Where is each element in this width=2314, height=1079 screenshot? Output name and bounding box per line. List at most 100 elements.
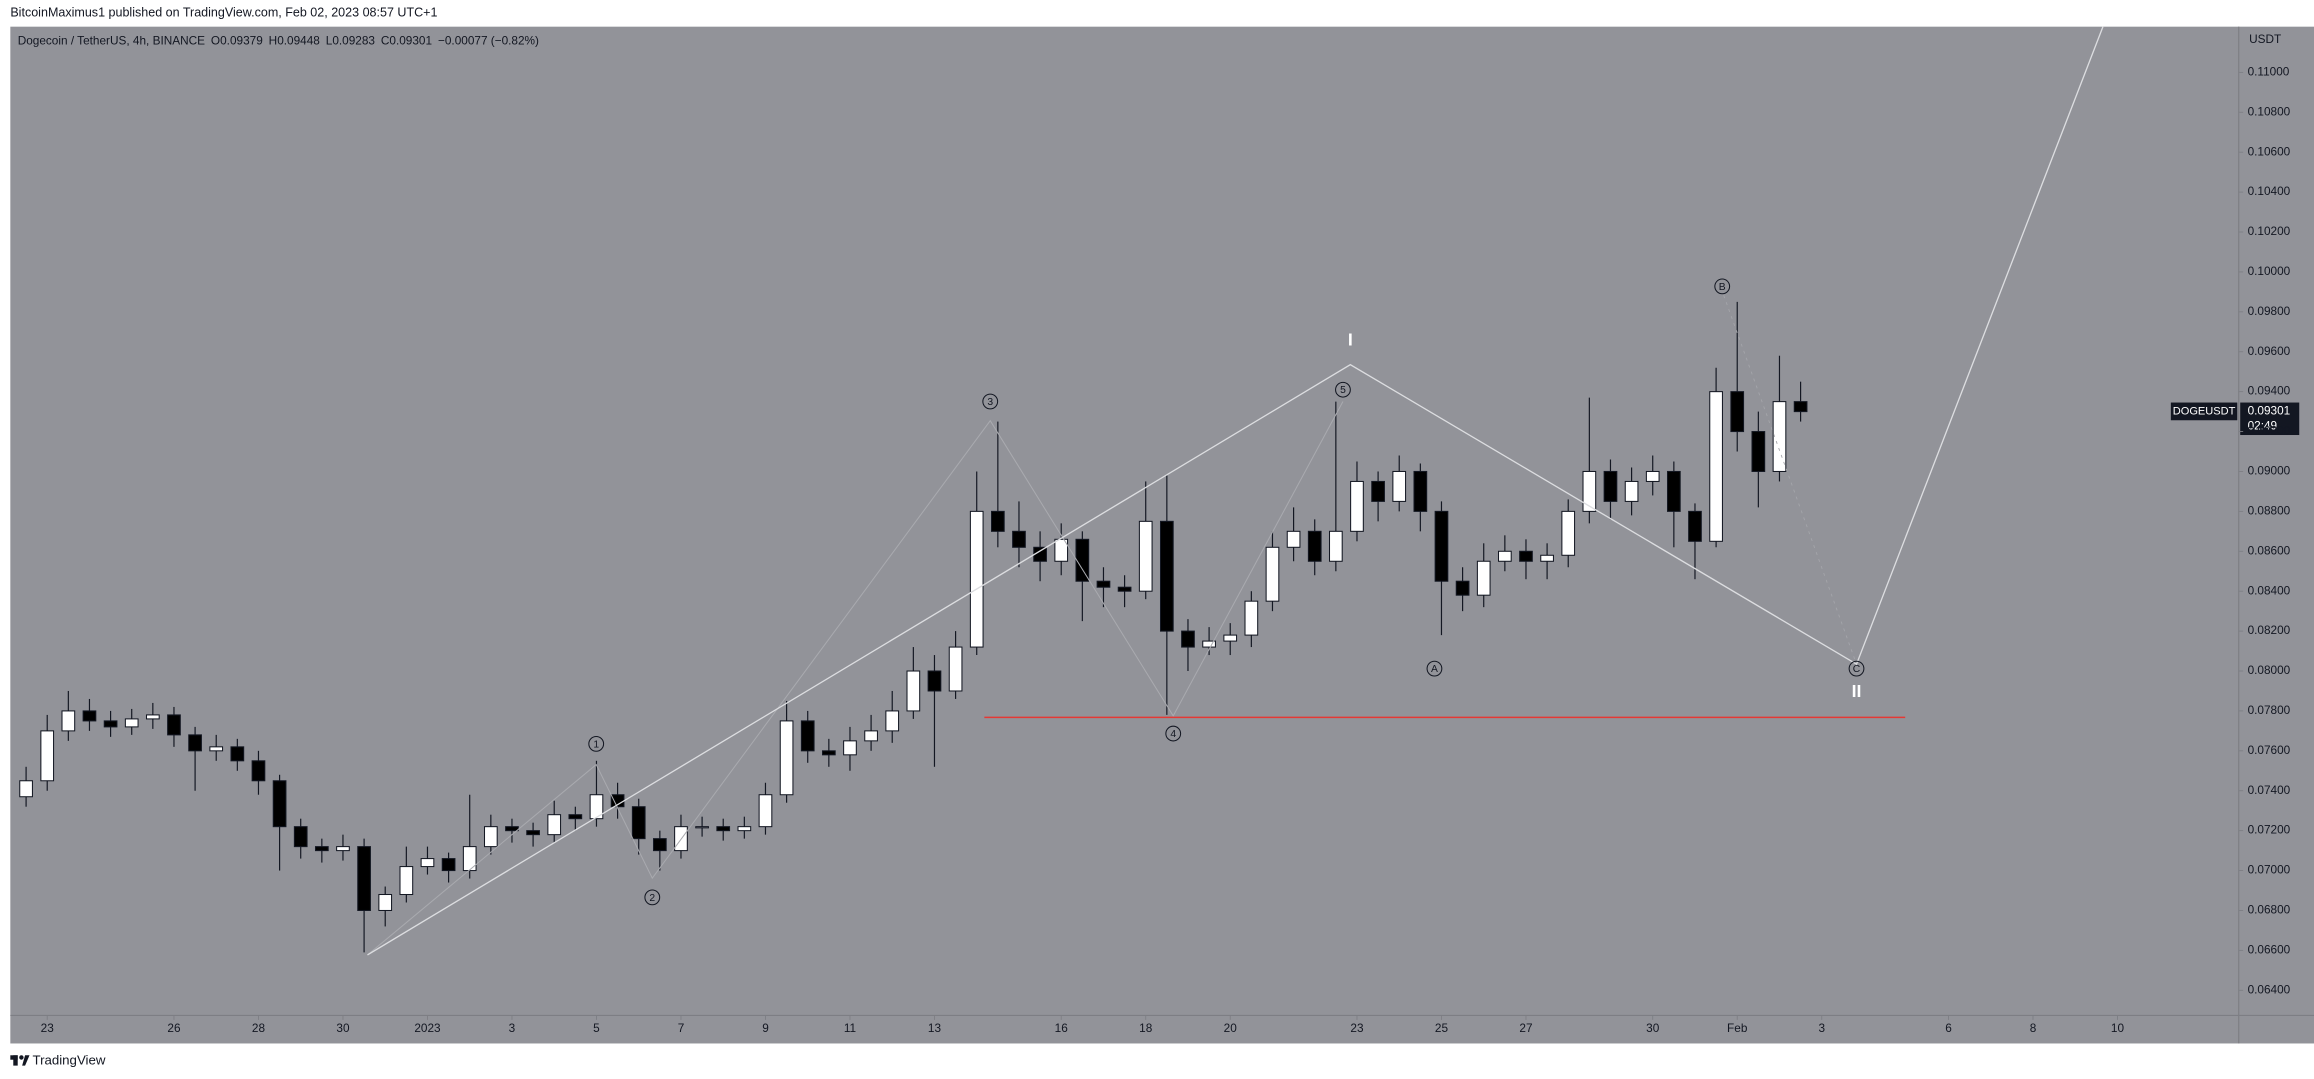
y-tick-label: 0.08600 xyxy=(2248,543,2291,557)
symbol-tag: DOGEUSDT xyxy=(2173,405,2236,417)
candle-body xyxy=(568,814,583,820)
wave-label-text: 2 xyxy=(649,893,655,904)
x-tick-label: 13 xyxy=(928,1021,942,1035)
y-tick-label: 0.07600 xyxy=(2248,743,2291,757)
candle-body xyxy=(40,730,55,782)
candle-body xyxy=(188,734,202,752)
candle-body xyxy=(631,806,646,840)
candle-body xyxy=(1075,538,1090,582)
candle-body xyxy=(906,670,921,712)
candle-body xyxy=(103,720,118,728)
wave-label-text: 1 xyxy=(593,739,599,750)
candle-body xyxy=(1645,470,1660,482)
candle-body xyxy=(1603,470,1618,502)
y-tick-label: 0.06600 xyxy=(2248,942,2291,956)
candle-body xyxy=(1181,630,1195,648)
y-tick-label: 0.07800 xyxy=(2248,703,2291,717)
legend-item: 0.09301 xyxy=(389,34,432,48)
candle-body xyxy=(1244,600,1259,636)
x-tick-label: Feb xyxy=(1727,1021,1748,1035)
y-tick-label: 0.08000 xyxy=(2248,663,2291,677)
candle-body xyxy=(1371,480,1385,502)
candle-body xyxy=(652,838,667,852)
symbol-legend: Dogecoin / TetherUS, 4h, BINANCE O0.09379… xyxy=(18,34,539,48)
candle-body xyxy=(124,718,139,728)
brand-logo xyxy=(10,1055,30,1066)
candle-body xyxy=(209,746,224,752)
x-tick-label: 9 xyxy=(762,1021,769,1035)
candle-body xyxy=(547,814,562,836)
candle-body xyxy=(293,826,308,848)
candle-body xyxy=(1392,470,1407,502)
candle-body xyxy=(1138,520,1153,592)
y-tick-label: 0.10600 xyxy=(2248,144,2291,158)
candle-body xyxy=(230,746,245,762)
candle-body xyxy=(483,826,498,848)
x-tick-label: 16 xyxy=(1055,1021,1069,1035)
wave-label-text: 4 xyxy=(1170,729,1176,740)
x-tick-label: 23 xyxy=(1350,1021,1364,1035)
x-tick-label: 27 xyxy=(1519,1021,1532,1035)
y-tick-label: 0.09600 xyxy=(2248,344,2291,358)
candle-body xyxy=(1054,538,1069,562)
x-tick-label: 25 xyxy=(1435,1021,1449,1035)
candle-body xyxy=(1772,401,1787,472)
x-tick-label: 3 xyxy=(1818,1021,1825,1035)
wave-label-text: 3 xyxy=(987,397,993,408)
y-tick-label: 0.09400 xyxy=(2248,384,2291,398)
candle-body xyxy=(82,710,97,722)
x-tick-label: 10 xyxy=(2111,1021,2125,1035)
candle-body xyxy=(1413,470,1428,512)
x-tick-label: 3 xyxy=(509,1021,516,1035)
candle-body xyxy=(272,780,287,828)
y-tick-label: 0.10000 xyxy=(2248,264,2291,278)
major-wave-label: II xyxy=(1852,681,1862,701)
wave-lines xyxy=(367,26,2104,956)
wave-label-text: B xyxy=(1719,282,1726,293)
y-tick-label: 0.08200 xyxy=(2248,623,2291,637)
legend-item: 0.09283 xyxy=(332,34,375,48)
candle-body xyxy=(1793,401,1808,413)
candle-body xyxy=(378,893,393,911)
legend-item: H xyxy=(269,34,278,48)
candle-body xyxy=(716,826,731,832)
legend-item: Dogecoin / TetherUS, 4h, BINANCE xyxy=(18,34,205,48)
x-tick-label: 8 xyxy=(2030,1021,2037,1035)
x-tick-label: 7 xyxy=(678,1021,685,1035)
subwave-lines xyxy=(367,401,1344,956)
candle-body xyxy=(1096,580,1111,588)
x-tick-label: 28 xyxy=(252,1021,266,1035)
y-tick-label: 0.10200 xyxy=(2248,224,2291,238)
candle-body xyxy=(1286,530,1301,548)
x-tick-label: 30 xyxy=(1646,1021,1660,1035)
y-tick-label: 0.10800 xyxy=(2248,104,2291,118)
legend-item: L xyxy=(326,34,333,48)
candle-body xyxy=(505,826,519,832)
x-tick-label: 30 xyxy=(336,1021,350,1035)
candle-body xyxy=(1012,530,1026,548)
candle-body xyxy=(441,858,456,872)
x-tick-label: 23 xyxy=(41,1021,55,1035)
candles xyxy=(19,301,1808,953)
y-tick-label: 0.10400 xyxy=(2248,184,2291,198)
legend-item: 0.09448 xyxy=(277,34,320,48)
wave-label: B xyxy=(1714,278,1731,295)
y-tick-label: 0.09200 xyxy=(2248,424,2291,438)
wave-label-text: C xyxy=(1853,664,1861,675)
wave-label: 1 xyxy=(588,735,605,752)
candle-body xyxy=(336,846,350,852)
candle-body xyxy=(357,846,371,911)
candle-body xyxy=(145,714,160,720)
candle-body xyxy=(969,510,984,648)
candle-body xyxy=(1455,580,1470,596)
candle-body xyxy=(1434,510,1449,582)
candle-body xyxy=(1709,391,1723,542)
candle-body xyxy=(399,866,414,896)
candle-body xyxy=(1476,560,1491,596)
x-tick-label: 5 xyxy=(593,1021,600,1035)
candle-body xyxy=(1497,550,1512,562)
wave-label: 5 xyxy=(1335,381,1351,398)
y-tick-label: 0.06800 xyxy=(2248,903,2291,917)
candle-body xyxy=(843,740,857,756)
